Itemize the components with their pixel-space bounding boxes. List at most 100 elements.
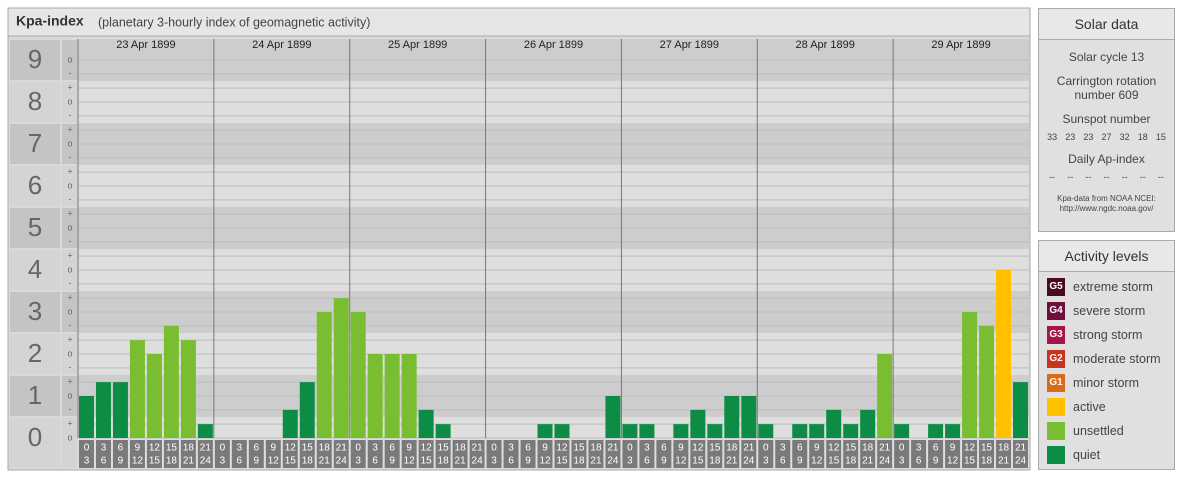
bar xyxy=(860,409,876,438)
legend-label: quiet xyxy=(1073,448,1101,462)
legend-panel: Activity levels G5 extreme storm G4 severe … xyxy=(1038,240,1175,470)
bar xyxy=(129,340,145,438)
minor-tick-label: + xyxy=(67,377,72,387)
bar xyxy=(401,354,417,438)
legend-swatch xyxy=(1047,398,1065,416)
hour-box xyxy=(622,440,638,468)
day-label: 24 Apr 1899 xyxy=(252,39,311,51)
x-tick-label: 0 xyxy=(763,443,769,454)
x-tick-label: 12 xyxy=(811,456,823,467)
ap-value: -- xyxy=(1103,172,1110,182)
x-tick-label: 3 xyxy=(372,443,378,454)
y-tick-label: 0 xyxy=(28,422,42,452)
x-tick-label: 15 xyxy=(828,456,840,467)
sunspot-number: 33 xyxy=(1047,132,1058,142)
minor-tick-label: o xyxy=(67,348,72,358)
x-tick-label: 15 xyxy=(964,456,976,467)
minor-tick-label: o xyxy=(67,432,72,442)
hour-box xyxy=(826,440,842,468)
x-tick-label: 3 xyxy=(508,443,514,454)
hour-box xyxy=(809,440,825,468)
minor-tick-label: o xyxy=(67,264,72,274)
legend-item: active xyxy=(1047,398,1174,416)
day-label: 29 Apr 1899 xyxy=(931,39,990,51)
legend-swatch: G4 xyxy=(1047,302,1065,320)
y-tick-label: 2 xyxy=(28,338,42,368)
hour-box xyxy=(486,440,502,468)
solar-panel: Solar data Solar cycle 13 Carrington rot… xyxy=(1038,8,1175,232)
x-tick-label: 24 xyxy=(336,456,348,467)
legend-item: G2 moderate storm xyxy=(1047,350,1174,368)
y-tick-label: 5 xyxy=(28,212,42,242)
bar xyxy=(554,424,570,438)
x-tick-label: 6 xyxy=(661,443,667,454)
x-tick-label: 3 xyxy=(780,443,786,454)
legend-item: G1 minor storm xyxy=(1047,374,1174,392)
x-tick-label: 18 xyxy=(183,443,195,454)
x-tick-label: 15 xyxy=(166,443,178,454)
legend: G5 extreme storm G4 severe storm G3 strong st… xyxy=(1039,278,1174,464)
hour-box xyxy=(384,440,400,468)
hour-box xyxy=(367,440,383,468)
ap-value: -- xyxy=(1139,172,1146,182)
x-tick-label: 21 xyxy=(726,456,738,467)
x-tick-label: 15 xyxy=(692,456,704,467)
minor-cell xyxy=(62,124,77,164)
hour-box xyxy=(690,440,706,468)
ap-value: -- xyxy=(1121,172,1128,182)
x-tick-label: 21 xyxy=(472,443,484,454)
hour-box xyxy=(588,440,604,468)
x-tick-label: 3 xyxy=(763,456,769,467)
x-tick-label: 24 xyxy=(743,456,755,467)
hour-box xyxy=(673,440,689,468)
x-tick-label: 9 xyxy=(542,443,548,454)
x-tick-label: 3 xyxy=(491,456,497,467)
x-tick-label: 12 xyxy=(132,456,144,467)
bar xyxy=(1013,382,1028,438)
x-tick-label: 18 xyxy=(726,443,738,454)
x-tick-label: 24 xyxy=(879,456,891,467)
bar xyxy=(367,354,383,438)
x-tick-label: 15 xyxy=(421,456,433,467)
x-tick-label: 12 xyxy=(947,456,959,467)
x-tick-label: 3 xyxy=(237,443,243,454)
x-tick-label: 21 xyxy=(455,456,467,467)
y-label-cell xyxy=(10,292,60,332)
x-tick-label: 18 xyxy=(166,456,178,467)
x-tick-label: 15 xyxy=(845,443,857,454)
minor-tick-label: o xyxy=(67,96,72,106)
bar xyxy=(180,340,196,438)
hour-box xyxy=(741,440,757,468)
minor-tick-label: - xyxy=(69,236,72,246)
minor-tick-label: + xyxy=(67,209,72,219)
hour-box xyxy=(112,440,128,468)
hour-box xyxy=(129,440,145,468)
y-tick-label: 9 xyxy=(28,44,42,74)
x-tick-label: 9 xyxy=(118,456,124,467)
x-tick-label: 12 xyxy=(285,443,297,454)
bar xyxy=(639,424,655,438)
legend-swatch: G1 xyxy=(1047,374,1065,392)
minor-tick-label: + xyxy=(67,419,72,429)
y-tick-label: 1 xyxy=(28,380,42,410)
minor-tick-label: o xyxy=(67,138,72,148)
hour-box xyxy=(282,440,298,468)
x-tick-label: 12 xyxy=(268,456,280,467)
y-label-cell xyxy=(10,250,60,290)
hour-box xyxy=(79,440,94,468)
x-tick-label: 24 xyxy=(1015,456,1027,467)
sunspot-number: 27 xyxy=(1101,132,1112,142)
bar xyxy=(435,424,451,438)
hour-box xyxy=(707,440,723,468)
x-tick-label: 9 xyxy=(797,456,803,467)
legend-item: G5 extreme storm xyxy=(1047,278,1174,296)
minor-cell xyxy=(62,250,77,290)
legend-label: minor storm xyxy=(1073,376,1139,390)
legend-label: moderate storm xyxy=(1073,352,1161,366)
minor-tick-label: o xyxy=(67,180,72,190)
x-tick-label: 6 xyxy=(644,456,650,467)
hour-box xyxy=(248,440,264,468)
bar xyxy=(962,312,978,438)
y-tick-label: 3 xyxy=(28,296,42,326)
